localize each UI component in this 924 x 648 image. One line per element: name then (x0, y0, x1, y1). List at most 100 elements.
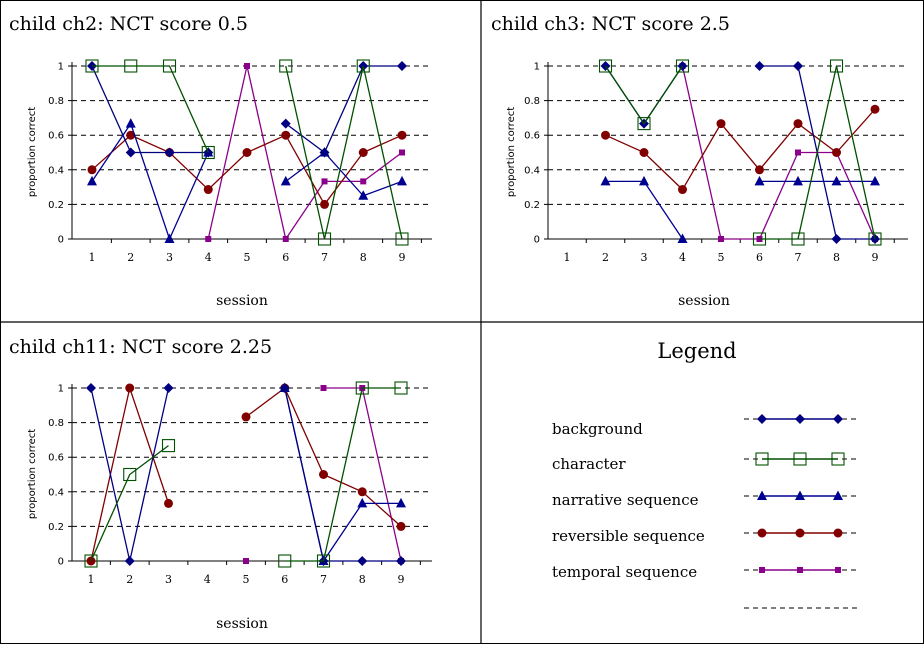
panel-title-ch11: child ch11: NCT score 2.25 (9, 336, 272, 358)
data-point-character (162, 59, 177, 73)
data-point-narrative-sequence (639, 175, 649, 186)
legend-marker (833, 490, 843, 500)
data-point-reversible-sequence (397, 130, 407, 140)
plots-layer: 0 0.2 0.4 0.6 0.8 1 1 2 3 4 5 6 7 8 9 0 0.2 0.4 0.6 0.8 1 1 2 3… (48, 59, 908, 586)
series-line-temporal-sequence (207, 65, 403, 241)
data-point-background (319, 147, 330, 158)
x-tick-label: 2 (126, 573, 133, 586)
data-point-narrative-sequence (357, 497, 368, 508)
xlabel-ch3: session (678, 293, 730, 309)
legend-label-character: character (552, 455, 626, 473)
series-line-character (285, 65, 403, 240)
legend-swatch-narrative-sequence (744, 490, 858, 500)
data-point-character (394, 381, 408, 395)
series-reversible-sequence (87, 130, 407, 209)
x-tick-label: 5 (718, 251, 725, 264)
data-point-background (357, 556, 368, 566)
ylabel-ch2: proportion correct (27, 107, 38, 197)
data-point-narrative-sequence (164, 233, 175, 243)
series-line-background (91, 65, 209, 154)
data-point-background (164, 147, 175, 158)
x-tick-label: 1 (89, 251, 96, 264)
legend-title: Legend (657, 339, 736, 363)
data-point-background (279, 383, 290, 393)
data-point-character (598, 59, 613, 73)
legend-marker (755, 452, 769, 466)
x-tick-label: 6 (281, 573, 288, 586)
data-point-character (124, 59, 138, 73)
data-point-character (752, 232, 767, 246)
x-tick-label: 4 (204, 573, 211, 586)
y-tick-label: 0.4 (48, 487, 64, 498)
data-point-temporal-sequence (243, 558, 249, 564)
data-point-narrative-sequence (870, 175, 880, 186)
data-point-reversible-sequence (870, 104, 880, 114)
series-line-background (284, 387, 401, 562)
xlabel-ch11: session (216, 616, 268, 632)
series-line-narrative-sequence (91, 122, 209, 241)
data-point-reversible-sequence (203, 185, 213, 195)
series-line-character (759, 65, 876, 240)
legend-marker (797, 567, 803, 573)
legend-swatches (744, 414, 858, 609)
y-tick-label: 1 (58, 62, 64, 73)
data-point-character (123, 467, 137, 482)
data-point-narrative-sequence (396, 497, 406, 508)
data-point-reversible-sequence (678, 185, 687, 195)
x-tick-label: 7 (795, 251, 802, 264)
series-line-reversible-sequence (605, 108, 876, 191)
data-point-character (675, 59, 690, 73)
plot-1: 0 0.2 0.4 0.6 0.8 1 1 2 3 4 5 6 7 8 9 (524, 59, 908, 264)
data-point-reversible-sequence (242, 148, 252, 157)
data-point-temporal-sequence (399, 149, 405, 156)
legend-swatch-background (744, 414, 858, 424)
y-tick-label: 0 (534, 235, 540, 246)
data-point-narrative-sequence (87, 175, 97, 186)
data-point-background (793, 61, 803, 71)
legend-marker (757, 528, 767, 538)
data-point-background (86, 383, 96, 393)
y-tick-label: 0.8 (48, 418, 64, 429)
data-point-temporal-sequence (320, 385, 327, 391)
y-tick-label: 0.8 (48, 96, 64, 107)
x-tick-label: 7 (321, 251, 328, 264)
data-point-reversible-sequence (601, 130, 610, 140)
data-point-temporal-sequence (718, 236, 724, 242)
data-point-character (201, 145, 215, 160)
ylabel-ch3: proportion correct (506, 107, 517, 197)
x-tick-label: 6 (756, 251, 763, 264)
data-point-reversible-sequence (716, 119, 726, 129)
series-background (87, 61, 407, 158)
x-tick-label: 4 (679, 251, 686, 264)
y-tick-label: 0.4 (48, 165, 64, 176)
legend-label-narrative-sequence: narrative sequence (552, 491, 699, 509)
series-line-character (90, 445, 169, 562)
y-tick-label: 0.2 (524, 200, 540, 211)
x-tick-label: 7 (320, 573, 327, 586)
data-point-reversible-sequence (126, 130, 136, 140)
x-tick-label: 3 (166, 251, 173, 264)
series-reversible-sequence (601, 104, 880, 195)
data-point-reversible-sequence (357, 487, 367, 497)
x-tick-label: 3 (165, 573, 172, 586)
data-point-narrative-sequence (600, 175, 611, 186)
data-point-narrative-sequence (397, 175, 407, 186)
data-point-background (124, 556, 135, 566)
data-point-temporal-sequence (360, 178, 367, 185)
data-point-background (397, 61, 407, 71)
x-tick-label: 9 (399, 251, 406, 264)
series-line-character (604, 65, 684, 125)
legend-label-reversible-sequence: reversible sequence (552, 527, 705, 545)
y-tick-label: 0 (58, 557, 64, 568)
legend-label-background: background (552, 420, 643, 438)
data-point-character (85, 59, 99, 73)
legend-marker (793, 452, 807, 466)
x-tick-label: 6 (282, 251, 289, 264)
y-tick-label: 0.2 (48, 522, 64, 533)
data-point-background (831, 234, 842, 244)
data-point-reversible-sequence (125, 383, 135, 393)
legend-marker (795, 490, 805, 500)
series-character (85, 59, 409, 246)
